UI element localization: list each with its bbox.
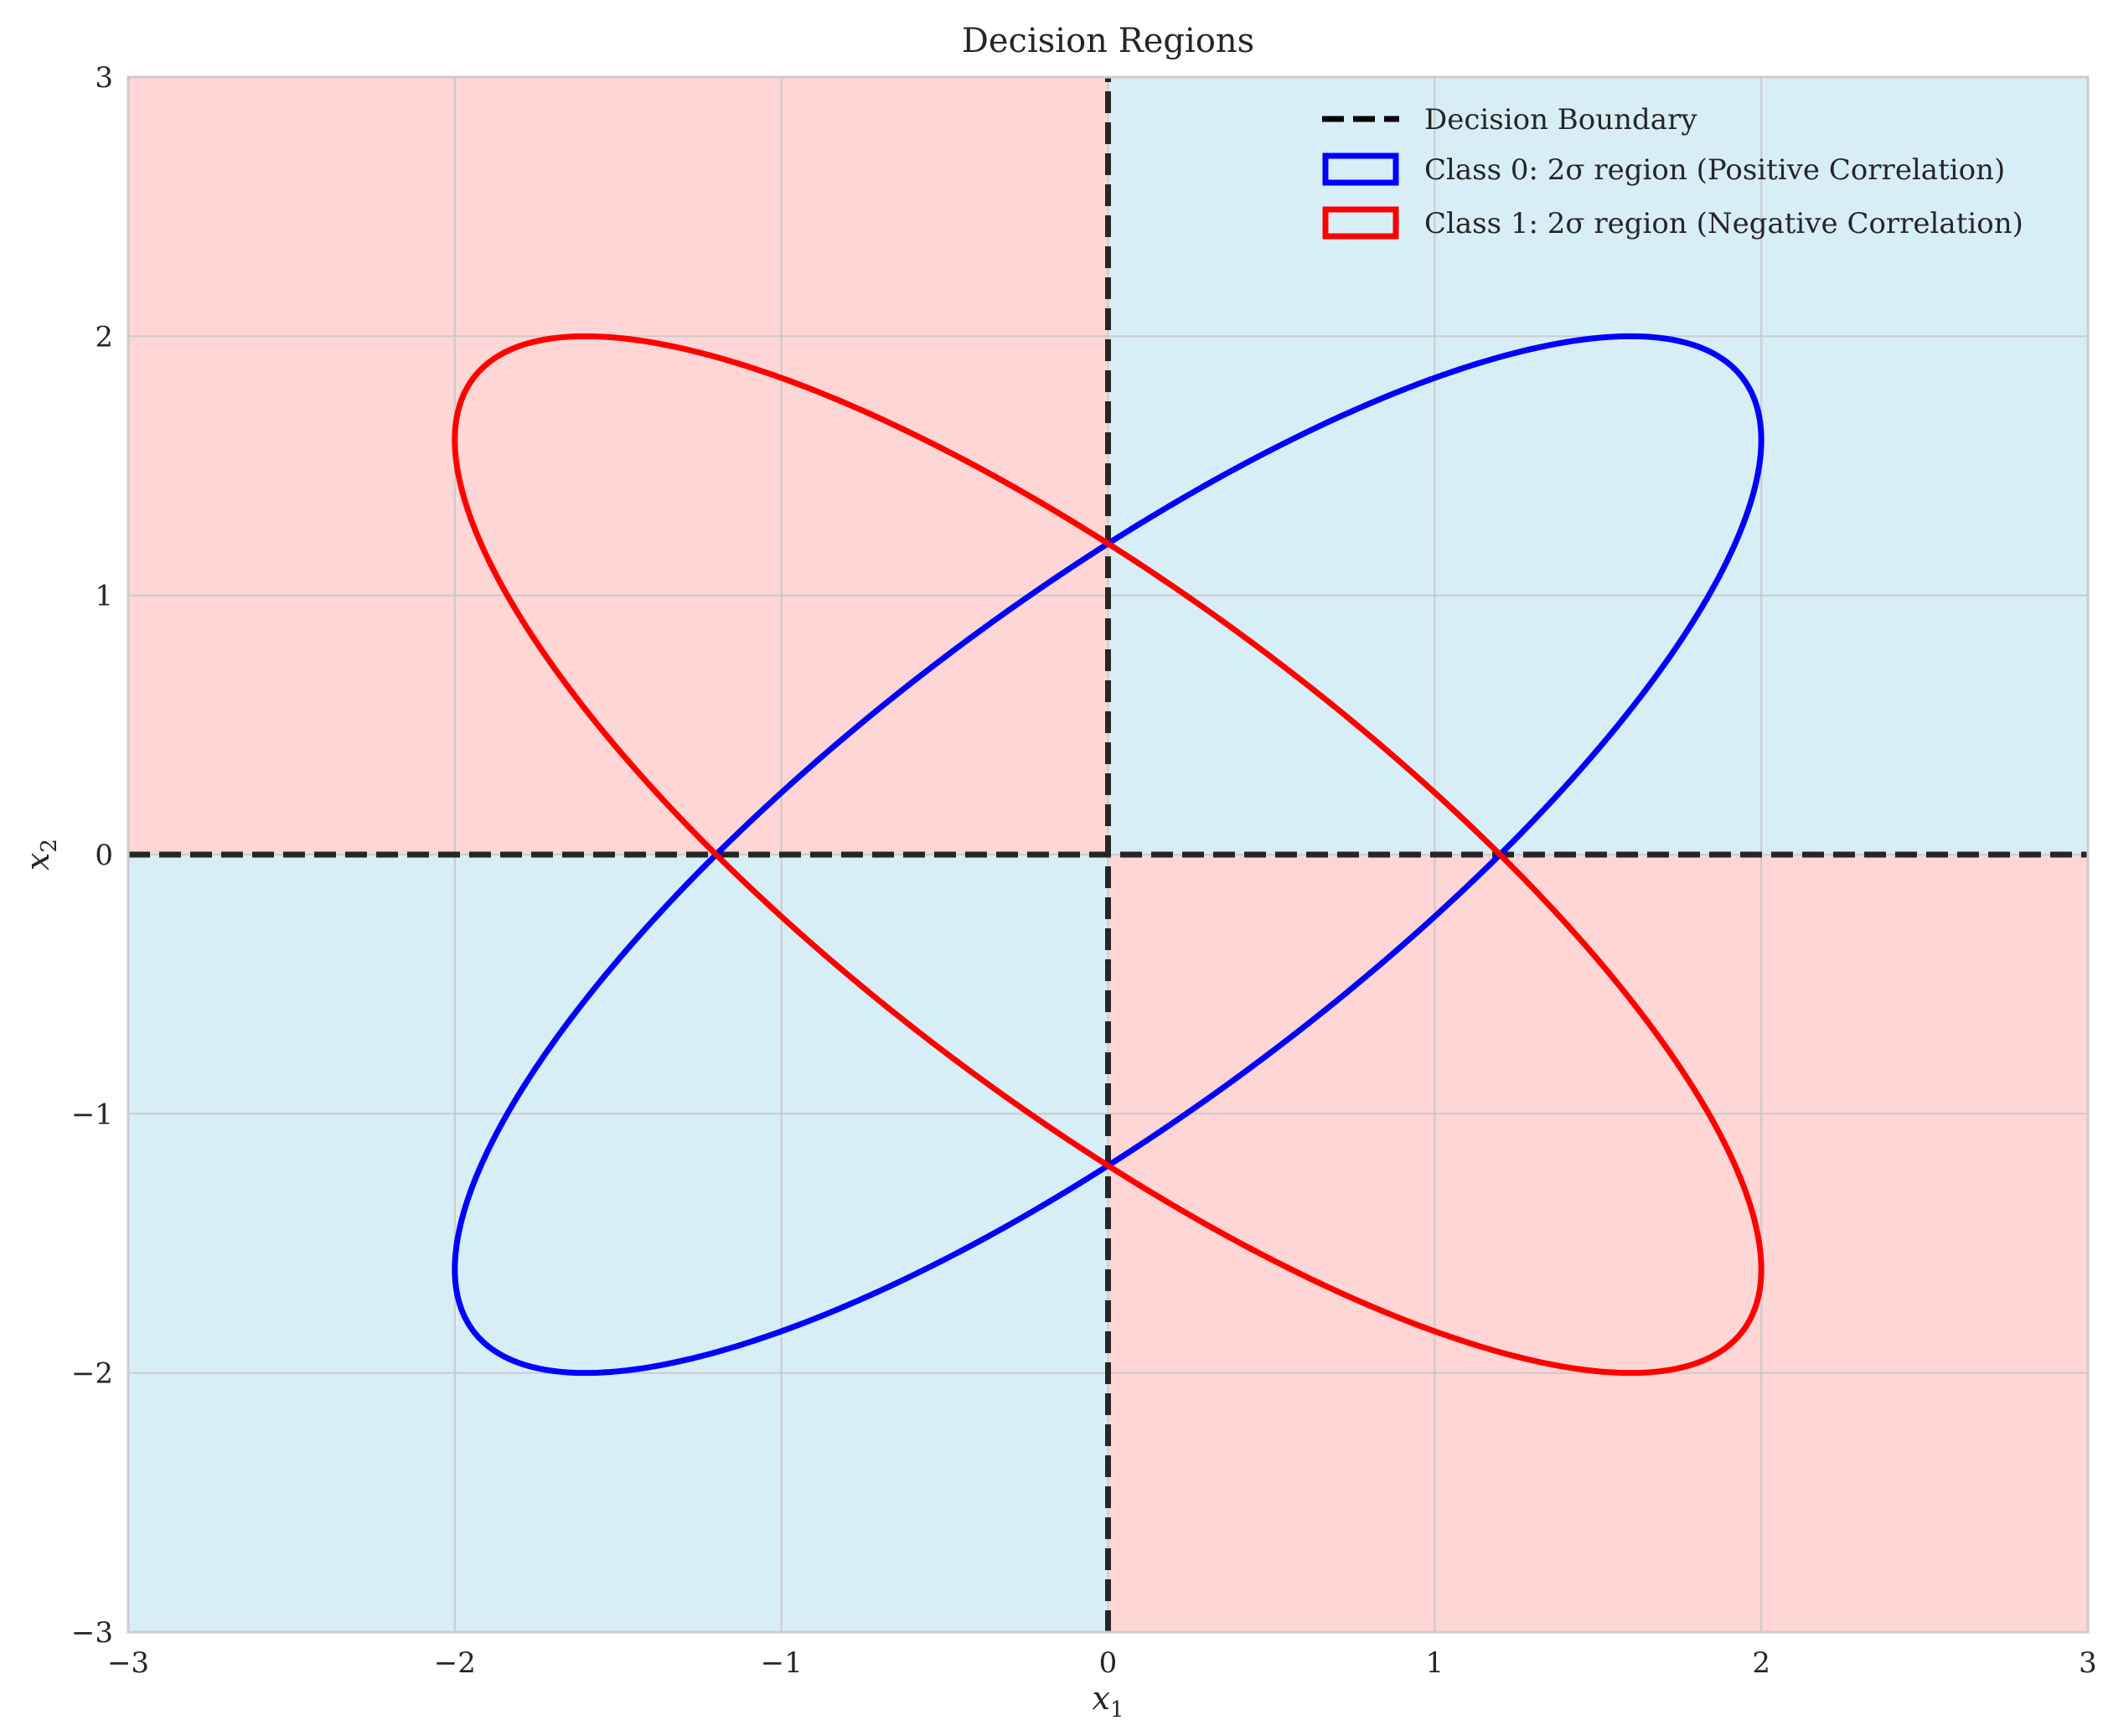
x-tick-label: −3 bbox=[107, 1646, 149, 1680]
ellipse-class0 bbox=[452, 333, 1764, 1377]
legend-class1-label: Class 1: 2σ region (Negative Correlation… bbox=[1424, 207, 2023, 240]
plot-frame bbox=[127, 75, 2090, 1634]
decision-boundary bbox=[128, 77, 2088, 1632]
y-tick-label: −1 bbox=[71, 1098, 113, 1131]
y-axis-label-subscript: 2 bbox=[37, 839, 62, 853]
decision-regions bbox=[128, 77, 2088, 1632]
ellipse-series bbox=[452, 333, 1764, 1377]
y-tick-labels: −3 −2 −1 0 1 2 3 bbox=[71, 61, 113, 1650]
y-tick-label: 0 bbox=[95, 839, 113, 872]
legend-class0-label: Class 0: 2σ region (Positive Correlation… bbox=[1424, 153, 2005, 187]
x-tick-label: 2 bbox=[1752, 1646, 1770, 1680]
y-axis-label: x2 bbox=[19, 839, 62, 871]
region-class1-3 bbox=[1108, 855, 2088, 1632]
y-tick-label: 1 bbox=[95, 580, 113, 613]
region-class0-0 bbox=[1108, 77, 2088, 855]
x-axis-label: x1 bbox=[1093, 1680, 1124, 1723]
chart-title: Decision Regions bbox=[962, 22, 1254, 60]
x-tick-label: 3 bbox=[2079, 1646, 2097, 1680]
y-tick-label: −2 bbox=[71, 1357, 113, 1391]
x-tick-label: 1 bbox=[1426, 1646, 1444, 1680]
region-class1-1 bbox=[128, 77, 1108, 855]
legend-boundary-label: Decision Boundary bbox=[1424, 103, 1697, 137]
legend-class1-key bbox=[1322, 206, 1399, 240]
x-axis-label-base: x bbox=[1093, 1680, 1110, 1717]
ellipse-class1 bbox=[452, 333, 1764, 1377]
y-axis-label-base: x bbox=[19, 853, 56, 871]
x-tick-label: −1 bbox=[761, 1646, 803, 1680]
legend: Decision Boundary Class 0: 2σ region (Po… bbox=[1322, 103, 2023, 240]
x-tick-label: 0 bbox=[1099, 1646, 1118, 1680]
y-tick-label: 3 bbox=[95, 61, 113, 95]
x-tick-labels: −3 −2 −1 0 1 2 3 bbox=[107, 1646, 2097, 1680]
x-tick-label: −2 bbox=[434, 1646, 476, 1680]
y-tick-label: 2 bbox=[95, 320, 113, 354]
region-class0-2 bbox=[128, 855, 1108, 1632]
y-tick-label: −3 bbox=[71, 1616, 113, 1650]
x-axis-label-subscript: 1 bbox=[1110, 1697, 1124, 1723]
legend-class0-key bbox=[1322, 152, 1399, 186]
